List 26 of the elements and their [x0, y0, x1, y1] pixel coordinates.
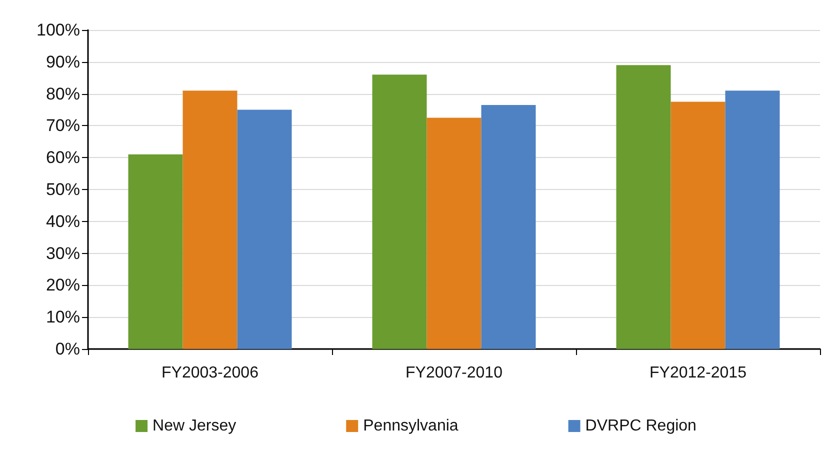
bar: [670, 102, 726, 349]
legend-label: Pennsylvania: [363, 418, 458, 434]
y-tick-label: 80%: [46, 84, 80, 104]
y-tick-label: 90%: [46, 52, 80, 72]
bar: [237, 110, 292, 349]
y-tick-label: 50%: [46, 180, 80, 199]
x-tick-label: FY2003-2006: [162, 364, 259, 382]
y-tick-label: 70%: [46, 116, 80, 136]
bar: [426, 118, 482, 349]
y-tick-label: 60%: [46, 148, 80, 168]
bar: [725, 90, 780, 349]
y-tick-label: 30%: [46, 244, 80, 263]
bar: [182, 90, 238, 349]
y-tick-label: 20%: [46, 276, 80, 295]
x-tick-label: FY2012-2015: [650, 364, 747, 382]
bar: [372, 74, 427, 349]
bar: [481, 104, 536, 349]
x-tick-label: FY2007-2010: [406, 364, 503, 382]
legend-label: New Jersey: [152, 418, 236, 434]
bar: [128, 154, 183, 349]
y-tick-label: 10%: [46, 308, 80, 327]
y-tick-label: 40%: [46, 212, 80, 231]
bar: [616, 65, 671, 349]
legend-label: DVRPC Region: [585, 418, 696, 434]
y-tick-label: 0%: [55, 340, 80, 358]
y-tick-label: 100%: [36, 20, 80, 40]
